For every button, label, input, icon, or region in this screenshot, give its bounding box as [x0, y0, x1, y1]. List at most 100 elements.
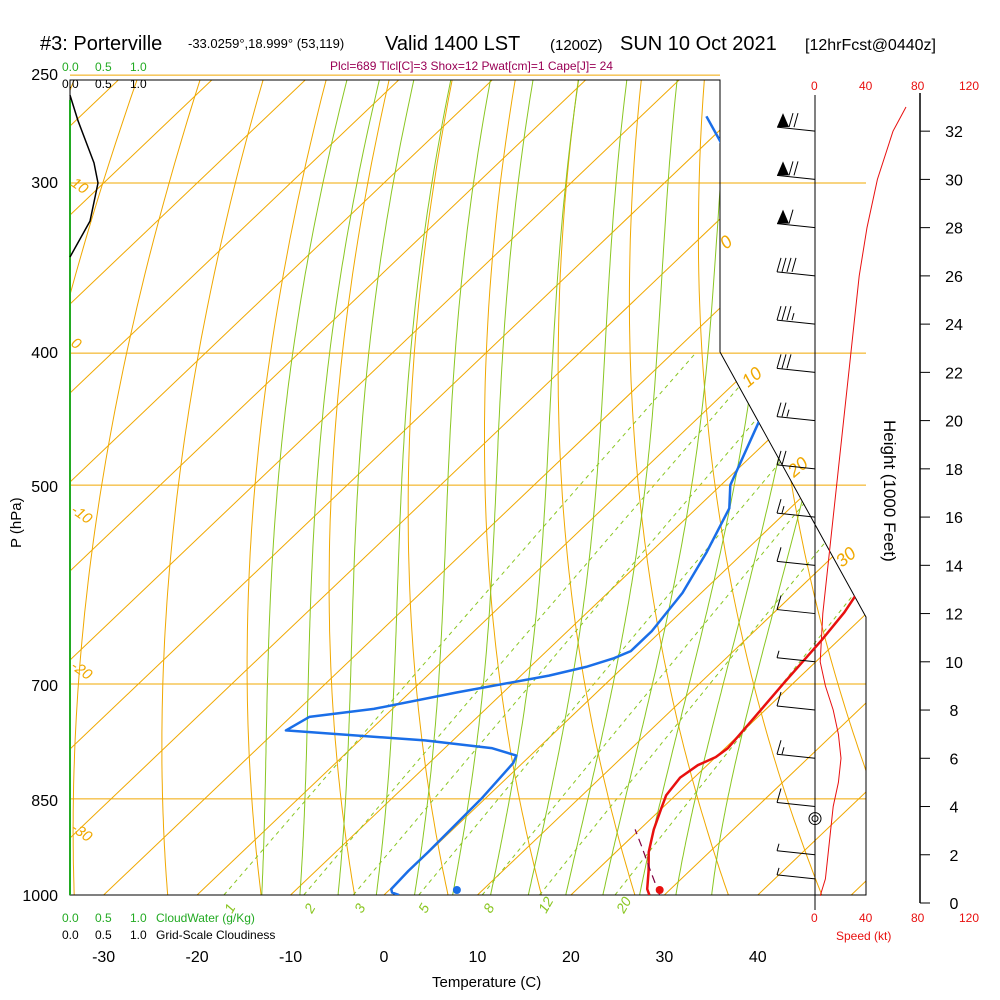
temperature-tick-label: 20	[562, 949, 580, 966]
dry-adiabat-line	[328, 80, 397, 895]
mixing-ratio-label: 5	[415, 901, 433, 916]
height-tick-label: 8	[950, 703, 959, 720]
moist-adiabat-label: 30	[832, 543, 860, 571]
moist-adiabat-line	[334, 80, 421, 895]
pressure-tick-label: 1000	[22, 888, 58, 905]
height-tick-label: 12	[945, 607, 963, 624]
temperature-tick-label: -20	[186, 949, 209, 966]
dry-adiabat-line	[407, 80, 459, 895]
cloudiness-top-tick-1: 0.5	[95, 77, 112, 91]
temperature-tick-label: -10	[279, 949, 302, 966]
mixing-ratio-line	[614, 352, 866, 895]
moist-adiabat-line	[558, 80, 681, 895]
isotherm-line	[70, 80, 866, 895]
speed-axis-label: Speed (kt)	[836, 929, 891, 943]
dry-adiabat-line	[246, 80, 335, 895]
temperature-tick-label: 40	[749, 949, 767, 966]
height-tick-label: 2	[950, 848, 959, 865]
height-tick-label: 18	[945, 462, 963, 479]
height-tick-label: 6	[950, 751, 959, 768]
isotherm-line	[633, 80, 866, 895]
isotherm-line	[73, 80, 866, 895]
dry-adiabat-label: -10	[68, 501, 96, 528]
height-tick-label: 32	[945, 124, 963, 141]
mixing-ratio-label: 2	[300, 901, 318, 917]
plot-frame	[69, 79, 867, 896]
mixing-ratio-label: 20	[612, 894, 634, 917]
pressure-tick-label: 500	[31, 479, 58, 496]
pressure-tick-label: 850	[31, 793, 58, 810]
wind-barb	[776, 402, 816, 422]
pressure-tick-label: 400	[31, 345, 58, 362]
isotherm-line	[70, 80, 337, 895]
dry-adiabat-line	[0, 51, 23, 924]
cloudwater-axis-label: CloudWater (g/Kg)	[156, 911, 255, 925]
dry-adiabat-label: 10	[68, 174, 92, 198]
wind-barb	[776, 257, 816, 277]
station-title: #3: Porterville	[40, 33, 162, 55]
dry-adiabat-line	[557, 80, 645, 895]
isotherm-line	[820, 80, 866, 895]
wind-barb	[776, 498, 816, 518]
height-tick-label: 20	[945, 414, 963, 431]
valid-time: Valid 1400 LST	[385, 33, 520, 55]
height-tick-label: 0	[950, 896, 959, 913]
moist-adiabat-line	[596, 80, 732, 895]
speed-top-tick-0: 0	[811, 79, 818, 93]
isotherm-line	[353, 80, 866, 895]
wind-barb	[776, 650, 816, 663]
isotherm-line	[540, 80, 866, 895]
temperature-tick-label: 0	[380, 949, 389, 966]
isotherm-line	[70, 80, 243, 895]
isotherm-line	[70, 80, 523, 895]
cloudwater-bottom-tick-0: 0.0	[62, 911, 79, 925]
mixing-ratio-label: 8	[480, 901, 498, 916]
wind-barb	[776, 867, 816, 880]
isotherm-line	[70, 80, 710, 895]
speed-bottom-tick-1: 40	[859, 911, 873, 925]
cloudiness-bottom-tick-0: 0.0	[62, 928, 79, 942]
mixing-ratio-label: 3	[351, 901, 369, 916]
speed-top-tick-1: 40	[859, 79, 873, 93]
cloudwater-bottom-tick-2: 1.0	[130, 911, 147, 925]
cloudwater-top-tick-2: 1.0	[130, 60, 147, 74]
dry-adiabat-line	[764, 80, 866, 895]
wind-barb	[776, 450, 816, 470]
moist-adiabat-line	[409, 80, 497, 895]
mixing-ratio-line	[418, 352, 866, 895]
calm-wind-marker	[808, 812, 822, 826]
moist-adiabat-line	[446, 80, 539, 895]
pressure-tick-label: 700	[31, 678, 58, 695]
isotherm-line	[446, 80, 866, 895]
moist-adiabat-line	[371, 80, 458, 895]
height-tick-label: 26	[945, 269, 963, 286]
moist-adiabat-line	[521, 80, 632, 895]
height-tick-label: 10	[945, 655, 963, 672]
dry-adiabat-line	[72, 80, 210, 895]
height-tick-label: 22	[945, 365, 963, 382]
calm-wind-marker-inner	[811, 815, 819, 823]
sounding-indices: Plcl=689 Tlcl[C]=3 Shox=12 Pwat[cm]=1 Ca…	[330, 59, 613, 73]
dry-adiabat-line	[628, 80, 740, 895]
dry-adiabat-label: -20	[68, 657, 96, 684]
moist-adiabat-line	[297, 80, 387, 895]
station-coords: -33.0259°,18.999° (53,119)	[188, 36, 344, 51]
parcel-profile-line	[634, 829, 661, 895]
isotherm-line	[259, 80, 866, 895]
mixing-ratio-line	[352, 352, 814, 895]
cloudiness-top-tick-2: 1.0	[130, 77, 147, 91]
cloudiness-axis-label: Grid-Scale Cloudiness	[156, 928, 275, 942]
wind-barb	[776, 547, 816, 566]
dry-adiabat-line	[161, 80, 273, 895]
forecast-date: SUN 10 Oct 2021	[620, 33, 777, 55]
chart-marks	[69, 94, 907, 896]
mixing-ratio-label: 12	[535, 894, 557, 916]
cloudwater-top-tick-0: 0.0	[62, 60, 79, 74]
dry-adiabat-line	[484, 80, 550, 895]
moist-adiabat-line	[484, 80, 584, 895]
isotherm-line	[70, 80, 430, 895]
cloudiness-top-tick-0: 0.0	[62, 77, 79, 91]
wind-barb	[776, 788, 816, 808]
